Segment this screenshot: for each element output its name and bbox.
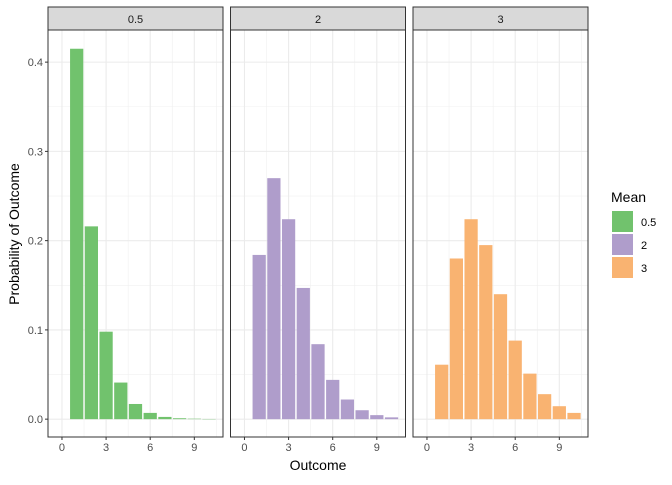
y-tick-label: 0.3 bbox=[28, 146, 43, 158]
bar bbox=[144, 413, 157, 419]
y-tick-label: 0.1 bbox=[28, 325, 43, 337]
x-tick-label: 3 bbox=[468, 442, 474, 454]
bar bbox=[464, 219, 477, 419]
x-tick-label: 0 bbox=[424, 442, 430, 454]
facet-panel: 0.5 0 3 6 9 bbox=[48, 7, 223, 454]
x-tick-label: 9 bbox=[191, 442, 197, 454]
x-tick-label: 0 bbox=[241, 442, 247, 454]
bar bbox=[356, 410, 369, 419]
bar bbox=[253, 255, 266, 419]
bar bbox=[99, 332, 112, 419]
y-tick-label: 0.4 bbox=[28, 57, 43, 69]
x-tick-label: 9 bbox=[374, 442, 380, 454]
x-tick-label: 0 bbox=[59, 442, 65, 454]
facet-panel: 3 0 3 6 9 bbox=[413, 7, 588, 454]
legend-label: 0.5 bbox=[641, 217, 656, 229]
x-tick-label: 6 bbox=[330, 442, 336, 454]
bar bbox=[173, 418, 186, 419]
bar bbox=[129, 404, 142, 419]
bar bbox=[523, 374, 536, 420]
x-tick-label: 6 bbox=[512, 442, 518, 454]
legend-label: 3 bbox=[641, 263, 647, 275]
bar bbox=[509, 341, 522, 420]
legend-key bbox=[612, 257, 633, 278]
bar bbox=[158, 417, 171, 419]
bar bbox=[282, 219, 295, 419]
y-axis-label: Probability of Outcome bbox=[6, 163, 22, 305]
legend-key bbox=[612, 234, 633, 255]
bar bbox=[450, 258, 463, 419]
bar bbox=[567, 413, 580, 419]
bar bbox=[553, 406, 566, 419]
bar bbox=[297, 288, 310, 419]
y-tick-label: 0.0 bbox=[28, 414, 43, 426]
x-tick-label: 6 bbox=[147, 442, 153, 454]
bar bbox=[70, 49, 83, 419]
y-tick-label: 0.2 bbox=[28, 236, 43, 248]
bar bbox=[435, 365, 448, 419]
facet-panel: 2 0 3 6 9 bbox=[231, 7, 406, 454]
facet-strip-label: 0.5 bbox=[128, 14, 143, 26]
legend: Mean 0.5 2 3 bbox=[611, 189, 656, 278]
bar bbox=[85, 226, 98, 419]
bar bbox=[326, 380, 339, 419]
legend-label: 2 bbox=[641, 240, 647, 252]
x-tick-label: 3 bbox=[286, 442, 292, 454]
bar bbox=[311, 344, 324, 419]
bar bbox=[494, 294, 507, 419]
bar bbox=[114, 383, 127, 420]
x-axis-label: Outcome bbox=[290, 457, 347, 473]
bar bbox=[479, 245, 492, 419]
facet-strip-label: 2 bbox=[315, 14, 321, 26]
legend-title: Mean bbox=[611, 189, 646, 205]
legend-key bbox=[612, 211, 633, 232]
x-tick-label: 3 bbox=[103, 442, 109, 454]
bar bbox=[538, 394, 551, 419]
bar bbox=[370, 415, 383, 419]
bar bbox=[385, 417, 398, 419]
bar bbox=[267, 178, 280, 419]
x-tick-label: 9 bbox=[556, 442, 562, 454]
facet-strip-label: 3 bbox=[497, 14, 503, 26]
bar bbox=[341, 400, 354, 420]
